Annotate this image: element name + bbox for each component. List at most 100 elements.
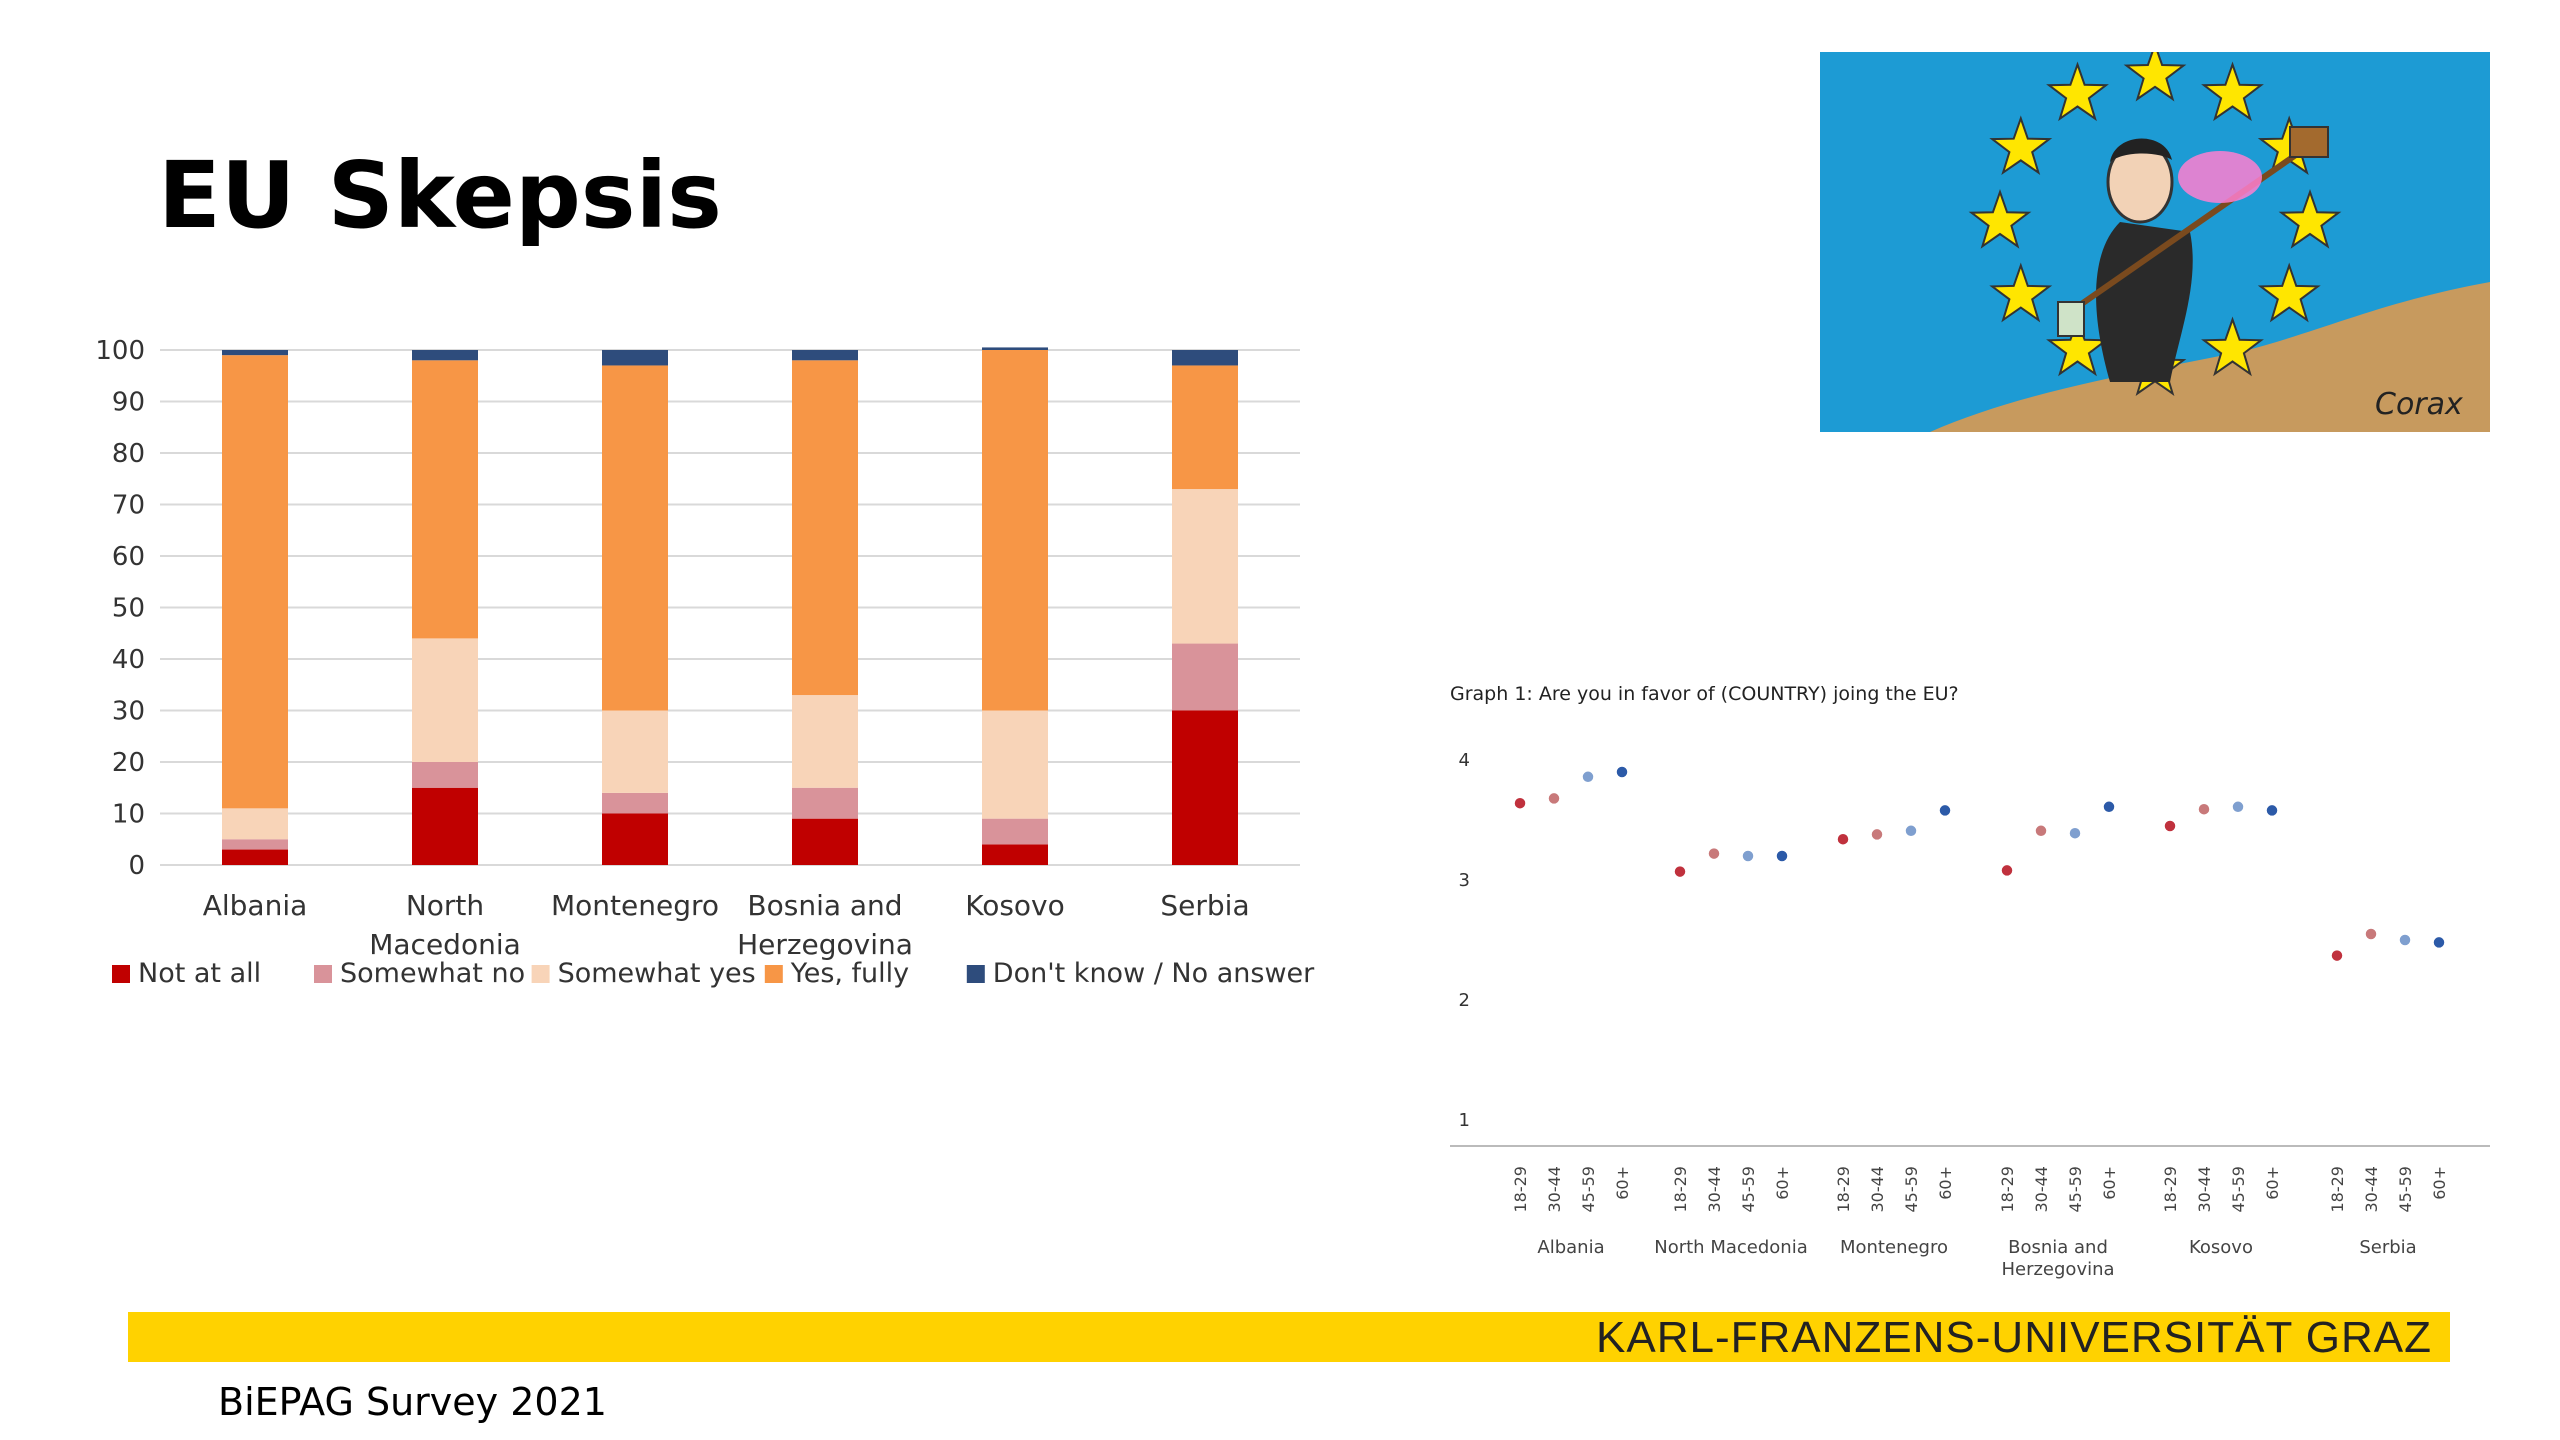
x-tick-label: 18-29 bbox=[1834, 1166, 1853, 1213]
bar-segment bbox=[602, 813, 668, 865]
y-tick-label: 1 bbox=[1459, 1110, 1470, 1131]
bar-segment bbox=[412, 350, 478, 361]
x-tick-label: 45-59 bbox=[1579, 1166, 1598, 1213]
x-tick-label: 18-29 bbox=[1998, 1166, 2017, 1213]
bar-segment bbox=[982, 347, 1048, 350]
x-tick-label: 60+ bbox=[1613, 1166, 1632, 1200]
bar-segment bbox=[792, 818, 858, 865]
data-point bbox=[1836, 832, 1850, 846]
bar-segment bbox=[412, 787, 478, 865]
x-tick-label: 60+ bbox=[2430, 1166, 2449, 1200]
legend-swatch bbox=[764, 965, 783, 983]
bar-segment bbox=[1172, 643, 1238, 711]
star-icon bbox=[1968, 188, 2032, 249]
data-point bbox=[2265, 803, 2279, 818]
x-tick-label: Bosnia and bbox=[747, 889, 902, 922]
group-label: Albania bbox=[1537, 1237, 1604, 1258]
y-tick-label: 60 bbox=[112, 542, 145, 572]
footer-bar: KARL-FRANZENS-UNIVERSITÄT GRAZ bbox=[128, 1312, 2450, 1362]
bar-segment bbox=[1172, 365, 1238, 490]
data-point bbox=[1904, 824, 1918, 838]
bar-segment bbox=[1172, 350, 1238, 366]
data-point bbox=[2000, 863, 2014, 878]
x-tick-label: 30-44 bbox=[2195, 1166, 2214, 1213]
x-tick-label: 30-44 bbox=[2362, 1166, 2381, 1213]
x-tick-label: 60+ bbox=[1773, 1166, 1792, 1200]
star-icon bbox=[2257, 262, 2321, 323]
y-tick-label: 100 bbox=[95, 336, 145, 366]
group-label: Montenegro bbox=[1840, 1237, 1948, 1258]
data-point bbox=[2398, 933, 2412, 947]
bar-segment bbox=[602, 365, 668, 711]
y-tick-label: 2 bbox=[1459, 990, 1470, 1011]
bar-segment bbox=[222, 849, 288, 865]
star-icon bbox=[2123, 52, 2187, 102]
y-tick-label: 10 bbox=[112, 800, 145, 830]
x-tick-label: 18-29 bbox=[1671, 1166, 1690, 1213]
data-point bbox=[1707, 846, 1721, 861]
y-tick-label: 50 bbox=[112, 594, 145, 624]
y-tick-label: 4 bbox=[1459, 750, 1470, 771]
data-point bbox=[2330, 948, 2344, 963]
x-tick-label: 60+ bbox=[2263, 1166, 2282, 1200]
data-point bbox=[1870, 827, 1884, 842]
bar-segment bbox=[982, 710, 1048, 819]
x-tick-label: Serbia bbox=[1160, 889, 1249, 922]
data-point bbox=[1581, 770, 1595, 784]
data-point bbox=[2163, 819, 2177, 833]
x-tick-label: 18-29 bbox=[2328, 1166, 2347, 1213]
star-icon bbox=[2278, 188, 2342, 249]
x-tick-label: 30-44 bbox=[2032, 1166, 2051, 1213]
data-point bbox=[1938, 803, 1952, 818]
legend-swatch bbox=[966, 965, 985, 983]
x-tick-label: 45-59 bbox=[2229, 1166, 2248, 1213]
x-tick-label: Herzegovina bbox=[737, 928, 913, 961]
y-tick-label: 70 bbox=[112, 491, 145, 521]
data-point bbox=[2231, 800, 2245, 814]
group-label: North Macedonia bbox=[1654, 1237, 1807, 1258]
bar-segment bbox=[602, 792, 668, 814]
legend-swatch bbox=[531, 965, 550, 983]
bar-segment bbox=[792, 350, 858, 361]
scatter-chart: Graph 1: Are you in favor of (COUNTRY) j… bbox=[1450, 683, 2490, 1280]
group-label: Bosnia and bbox=[2008, 1237, 2108, 1258]
data-point bbox=[1615, 765, 1629, 779]
star-icon bbox=[1989, 262, 2053, 323]
bar-segment bbox=[222, 355, 288, 809]
x-tick-label: 30-44 bbox=[1705, 1166, 1724, 1213]
data-point bbox=[1673, 864, 1687, 879]
slide-title: EU Skepsis bbox=[158, 142, 722, 249]
data-point bbox=[1741, 849, 1755, 863]
bar-segment bbox=[222, 839, 288, 850]
bar-segment bbox=[982, 818, 1048, 845]
star-icon bbox=[2046, 316, 2109, 377]
bar-segment bbox=[412, 638, 478, 762]
legend-entry: Somewhat no bbox=[340, 958, 525, 989]
y-tick-label: 40 bbox=[112, 645, 145, 675]
survey-label: BiEPAG Survey 2021 bbox=[218, 1380, 607, 1424]
x-tick-label: Albania bbox=[203, 889, 308, 922]
eu-stars-cartoon: Corax bbox=[1820, 52, 2490, 432]
x-tick-label: 18-29 bbox=[2161, 1166, 2180, 1213]
bar-segment bbox=[792, 787, 858, 819]
data-point bbox=[2432, 935, 2446, 950]
bar-segment bbox=[1172, 489, 1238, 644]
data-point bbox=[1513, 796, 1527, 810]
x-tick-label: 45-59 bbox=[1739, 1166, 1758, 1213]
bar-segment bbox=[982, 350, 1048, 711]
cartoon-hill bbox=[1930, 282, 2490, 432]
star-icon bbox=[2046, 61, 2109, 122]
group-label: Serbia bbox=[2359, 1237, 2416, 1258]
bar-segment bbox=[792, 695, 858, 788]
data-point bbox=[2364, 927, 2378, 941]
star-icon bbox=[2201, 316, 2264, 377]
x-tick-label: 45-59 bbox=[2066, 1166, 2085, 1213]
x-tick-label: Montenegro bbox=[551, 889, 719, 922]
stacked-bar-chart: 0 10 20 30 40 50 60 70 80 90 100 Albania North Macedo… bbox=[95, 336, 1315, 989]
legend-swatch bbox=[112, 965, 130, 983]
legend-entry: Not at all bbox=[138, 958, 261, 989]
data-point bbox=[2034, 824, 2048, 838]
x-tick-label: 45-59 bbox=[1902, 1166, 1921, 1213]
x-tick-label: Kosovo bbox=[965, 889, 1065, 922]
bar-segment bbox=[412, 360, 478, 639]
